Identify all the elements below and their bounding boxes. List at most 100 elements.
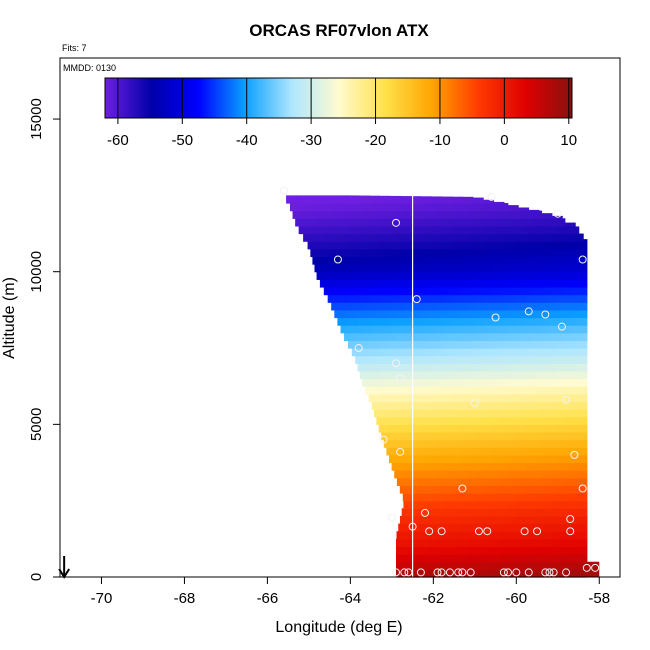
field-cell [545,485,557,494]
field-cell [565,454,577,464]
field-cell [396,546,407,555]
field-cell [464,225,476,235]
field-cell [430,271,442,280]
field-cell [396,355,408,364]
field-cell [515,370,527,380]
field-cell [429,523,441,532]
field-cell [454,493,466,502]
field-cell [365,386,377,395]
field-cell [542,264,554,273]
field-cell [369,195,381,204]
field-cell [530,332,542,341]
field-cell [409,363,421,372]
arrow-head [58,568,70,579]
field-cell [516,431,528,441]
field-cell [572,538,584,548]
field-cell [541,233,553,242]
field-cell [351,348,363,357]
field-cell [309,225,321,235]
field-cell [431,515,443,525]
field-cell [551,538,563,548]
field-cell [548,378,560,387]
field-cell [316,271,328,280]
field-cell [451,271,463,280]
field-cell [489,561,501,570]
field-cell [452,241,464,250]
field-cell [400,196,412,204]
field-cell [441,340,453,349]
field-cell [424,378,436,387]
field-cell [485,493,497,502]
field-cell [551,554,563,563]
field-cell [429,218,441,227]
field-cell [498,409,510,418]
field-cell [420,485,432,494]
field-cell [545,515,557,525]
field-cell [507,500,519,509]
field-cell [479,531,491,540]
field-cell [447,538,459,548]
x-tick-label: -58 [588,590,610,607]
field-cell [433,431,445,441]
field-cell [351,302,363,311]
field-cell [523,454,535,464]
field-cell [513,454,525,464]
field-cell [484,462,496,471]
field-cell [549,439,561,448]
field-cell [451,317,463,326]
field-cell [474,225,486,235]
field-cell [425,439,437,448]
field-cell [560,409,572,418]
field-cell [573,447,585,456]
field-cell [358,317,370,326]
field-cell [434,378,446,387]
field-cell [410,340,422,349]
field-cell [492,271,504,280]
field-cell [353,256,365,265]
field-cell [396,538,407,548]
field-cell [557,431,569,441]
field-cell [320,248,332,258]
field-cell [422,431,434,441]
field-cell [524,393,536,403]
field-cell [551,561,563,570]
field-cell [323,210,335,219]
field-cell [493,201,505,204]
field-cell [427,538,439,548]
observation-point [333,255,342,264]
y-tick-label: 15000 [28,98,45,140]
field-cell [479,233,491,242]
field-cell [403,500,415,509]
field-cell [562,309,574,319]
field-cell [558,500,570,509]
field-cell [334,286,346,296]
field-cell [459,264,471,273]
observation-point [400,568,409,577]
field-cell [548,500,560,509]
field-cell [528,248,540,258]
x-tick-label: -60 [505,590,527,607]
field-cell [351,248,363,258]
field-cell [582,546,588,555]
field-cell [506,325,518,334]
field-cell [534,317,546,326]
field-cell [493,485,505,494]
field-cell [544,393,556,403]
field-cell [492,317,504,326]
field-cell [399,317,411,326]
field-cell [499,546,511,555]
field-cell [561,256,573,265]
field-cell [461,218,473,227]
field-cell [305,218,317,227]
field-cell [413,401,425,410]
field-cell [414,203,426,212]
field-cell [379,340,390,349]
field-cell [465,248,477,258]
field-cell [462,196,474,204]
field-cell [490,477,502,487]
observation-point [404,568,413,577]
field-cell [364,332,376,341]
field-cell [574,523,586,532]
field-cell [394,409,406,418]
field-cell [409,271,421,280]
